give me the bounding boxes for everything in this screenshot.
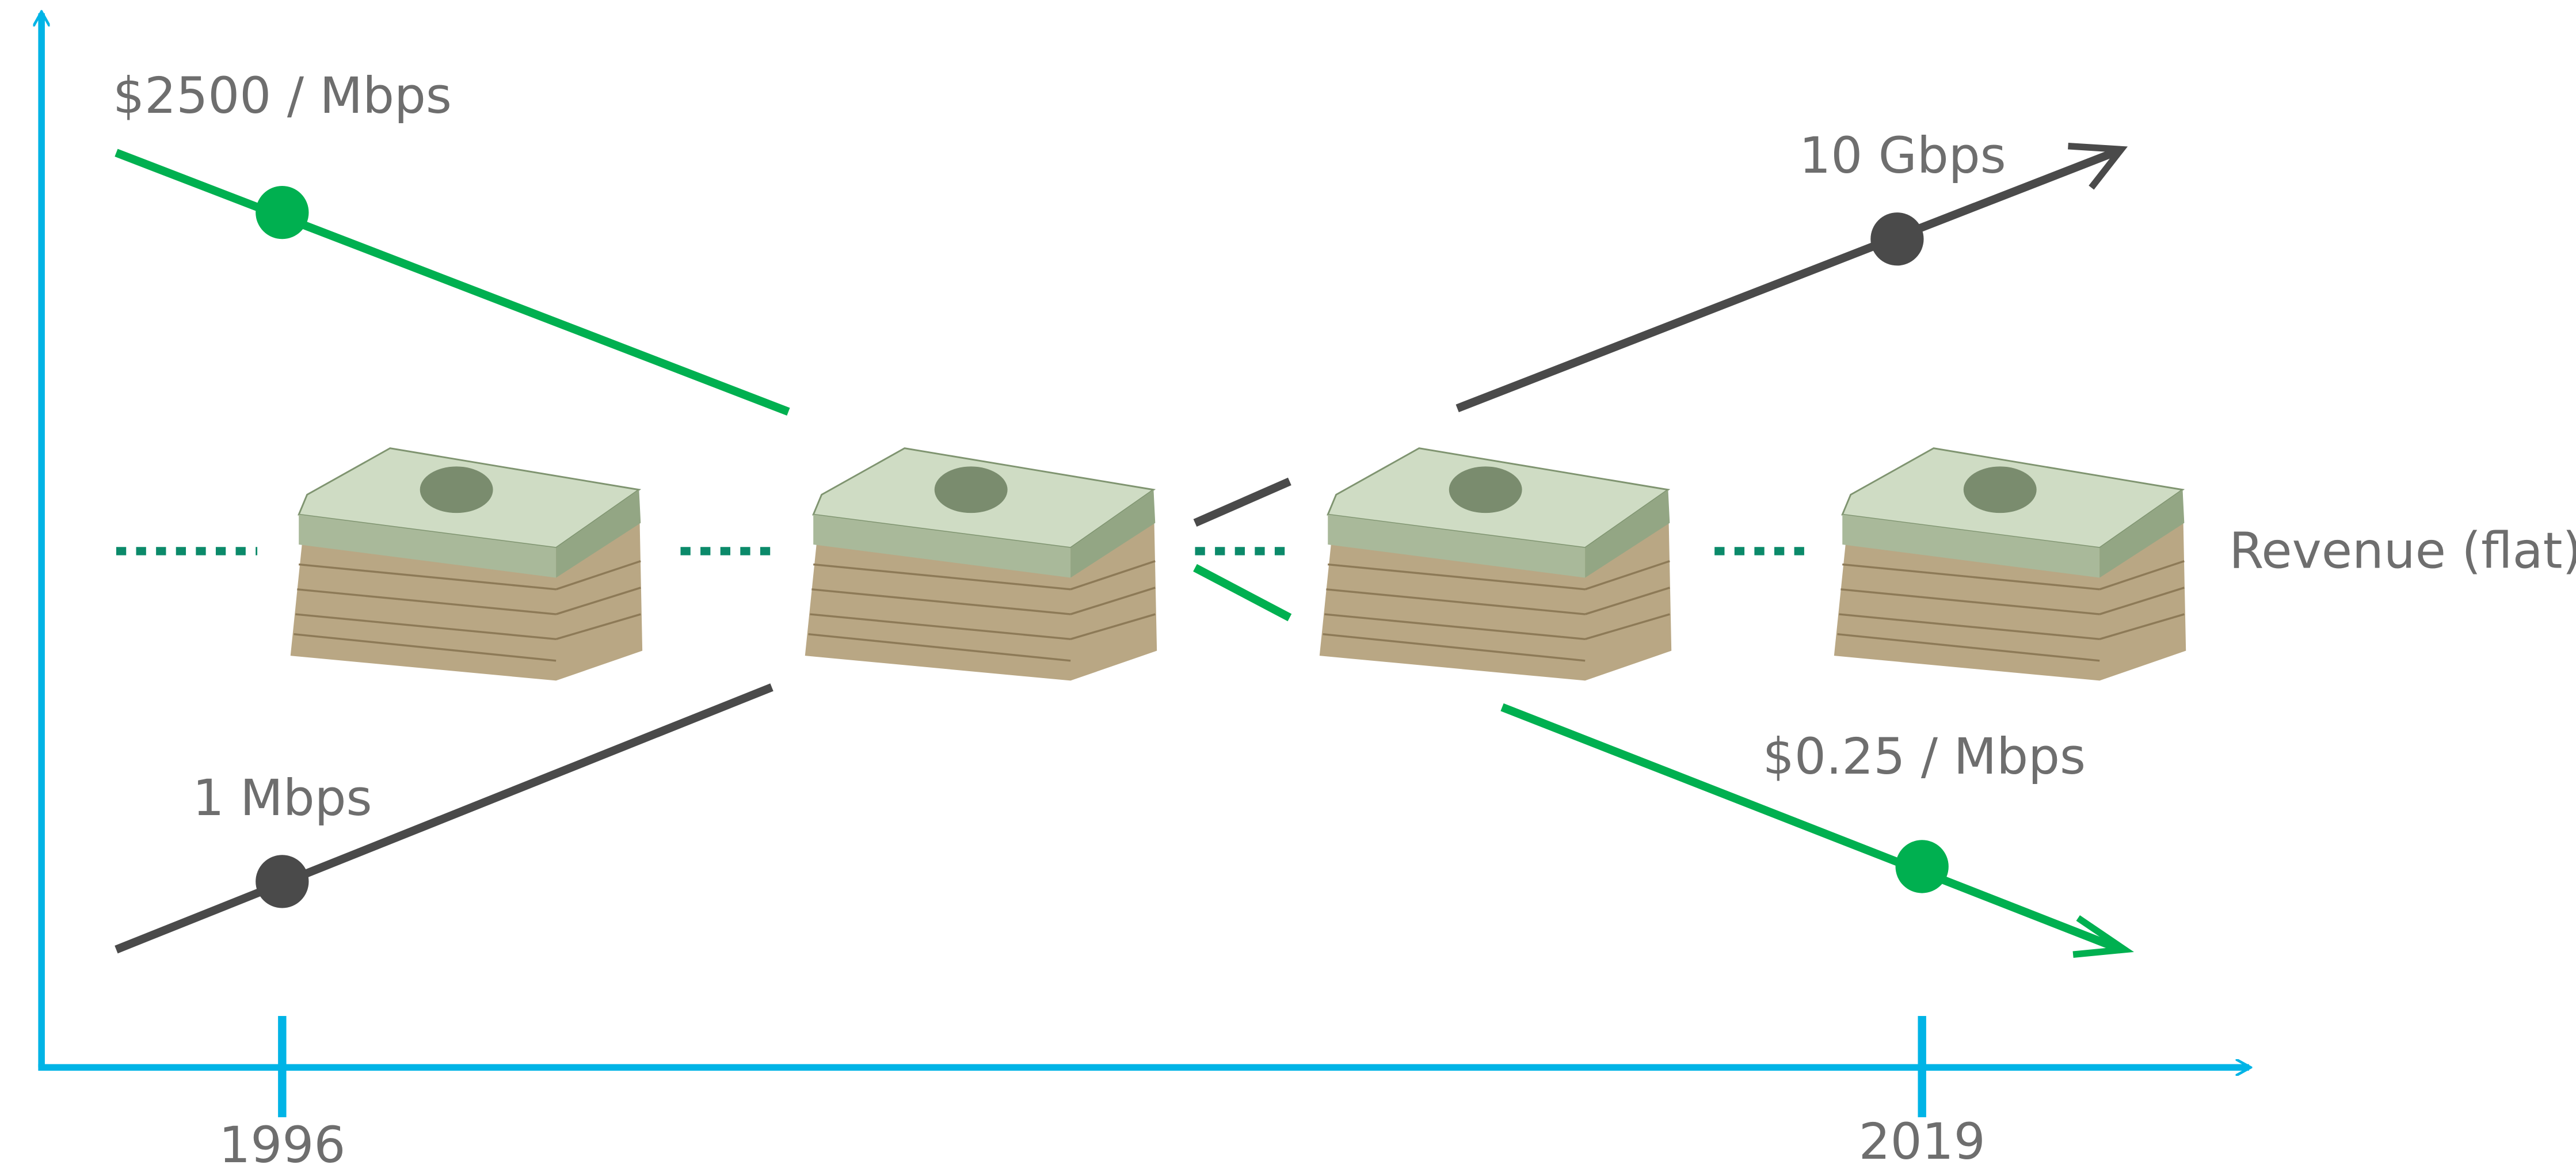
money-stack (805, 448, 1157, 681)
speed-end-label: 10 Gbps (1799, 127, 2006, 185)
price-start-label: $2500 / Mbps (113, 67, 452, 125)
money-stack (291, 448, 642, 681)
x-label: 1996 (219, 1117, 345, 1174)
page: {"annotations": {"price_start": "$2500 /… (0, 0, 2576, 1176)
price-dot (256, 186, 308, 239)
diagram: $2500 / Mbps 10 Gbps Revenue (flat) 1 Mb… (0, 0, 2576, 1176)
speed-start-label: 1 Mbps (193, 770, 372, 827)
money-stack (1320, 448, 1671, 681)
money-stack (1834, 448, 2186, 681)
speed-dot (1870, 212, 1923, 265)
speed-dot (256, 855, 308, 908)
price-dot (1896, 840, 1949, 893)
revenue-label: Revenue (flat) (2229, 522, 2576, 580)
price-end-label: $0.25 / Mbps (1763, 728, 2086, 786)
x-label: 2019 (1859, 1113, 1986, 1171)
